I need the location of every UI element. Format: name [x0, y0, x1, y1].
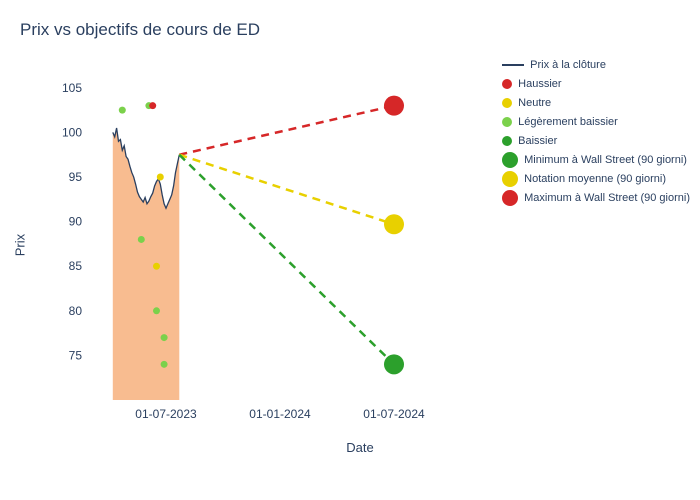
legend-item: Notation moyenne (90 giorni) [502, 169, 690, 188]
svg-text:75: 75 [69, 348, 83, 362]
legend-label: Baissier [518, 135, 557, 147]
legend-item: Neutre [502, 93, 690, 112]
svg-text:100: 100 [62, 125, 82, 139]
svg-text:85: 85 [69, 259, 83, 273]
legend-item: Maximum à Wall Street (90 giorni) [502, 188, 690, 207]
legend-label: Haussier [518, 78, 561, 90]
legend-label: Maximum à Wall Street (90 giorni) [524, 192, 690, 204]
svg-text:01-07-2024: 01-07-2024 [363, 407, 425, 421]
legend-label: Notation moyenne (90 giorni) [524, 173, 666, 185]
y-axis-label: Prix [13, 234, 28, 256]
legend-label: Prix à la clôture [530, 59, 606, 71]
svg-text:90: 90 [69, 215, 83, 229]
legend-swatch [502, 171, 518, 187]
svg-text:80: 80 [69, 304, 83, 318]
svg-text:01-07-2023: 01-07-2023 [135, 407, 197, 421]
x-axis-label: Date [346, 440, 373, 455]
chart-container: Prix vs objectifs de cours de ED Prix 75… [0, 0, 700, 500]
legend-item: Minimum à Wall Street (90 giorni) [502, 150, 690, 169]
legend-swatch [502, 136, 512, 146]
legend-swatch [502, 79, 512, 89]
legend-item: Baissier [502, 131, 690, 150]
legend-item: Légèrement baissier [502, 112, 690, 131]
legend-item: Haussier [502, 74, 690, 93]
legend-label: Neutre [518, 97, 551, 109]
legend-swatch [502, 98, 512, 108]
legend-item: Prix à la clôture [502, 55, 690, 74]
svg-text:01-01-2024: 01-01-2024 [249, 407, 311, 421]
svg-text:95: 95 [69, 170, 83, 184]
legend-swatch [502, 64, 524, 66]
legend-swatch [502, 117, 512, 127]
legend: Prix à la clôture Haussier Neutre Légèremen… [502, 55, 690, 207]
legend-swatch [502, 152, 518, 168]
legend-swatch [502, 190, 518, 206]
chart-title: Prix vs objectifs de cours de ED [20, 20, 690, 40]
legend-label: Légèrement baissier [518, 116, 618, 128]
svg-text:105: 105 [62, 81, 82, 95]
legend-label: Minimum à Wall Street (90 giorni) [524, 154, 687, 166]
